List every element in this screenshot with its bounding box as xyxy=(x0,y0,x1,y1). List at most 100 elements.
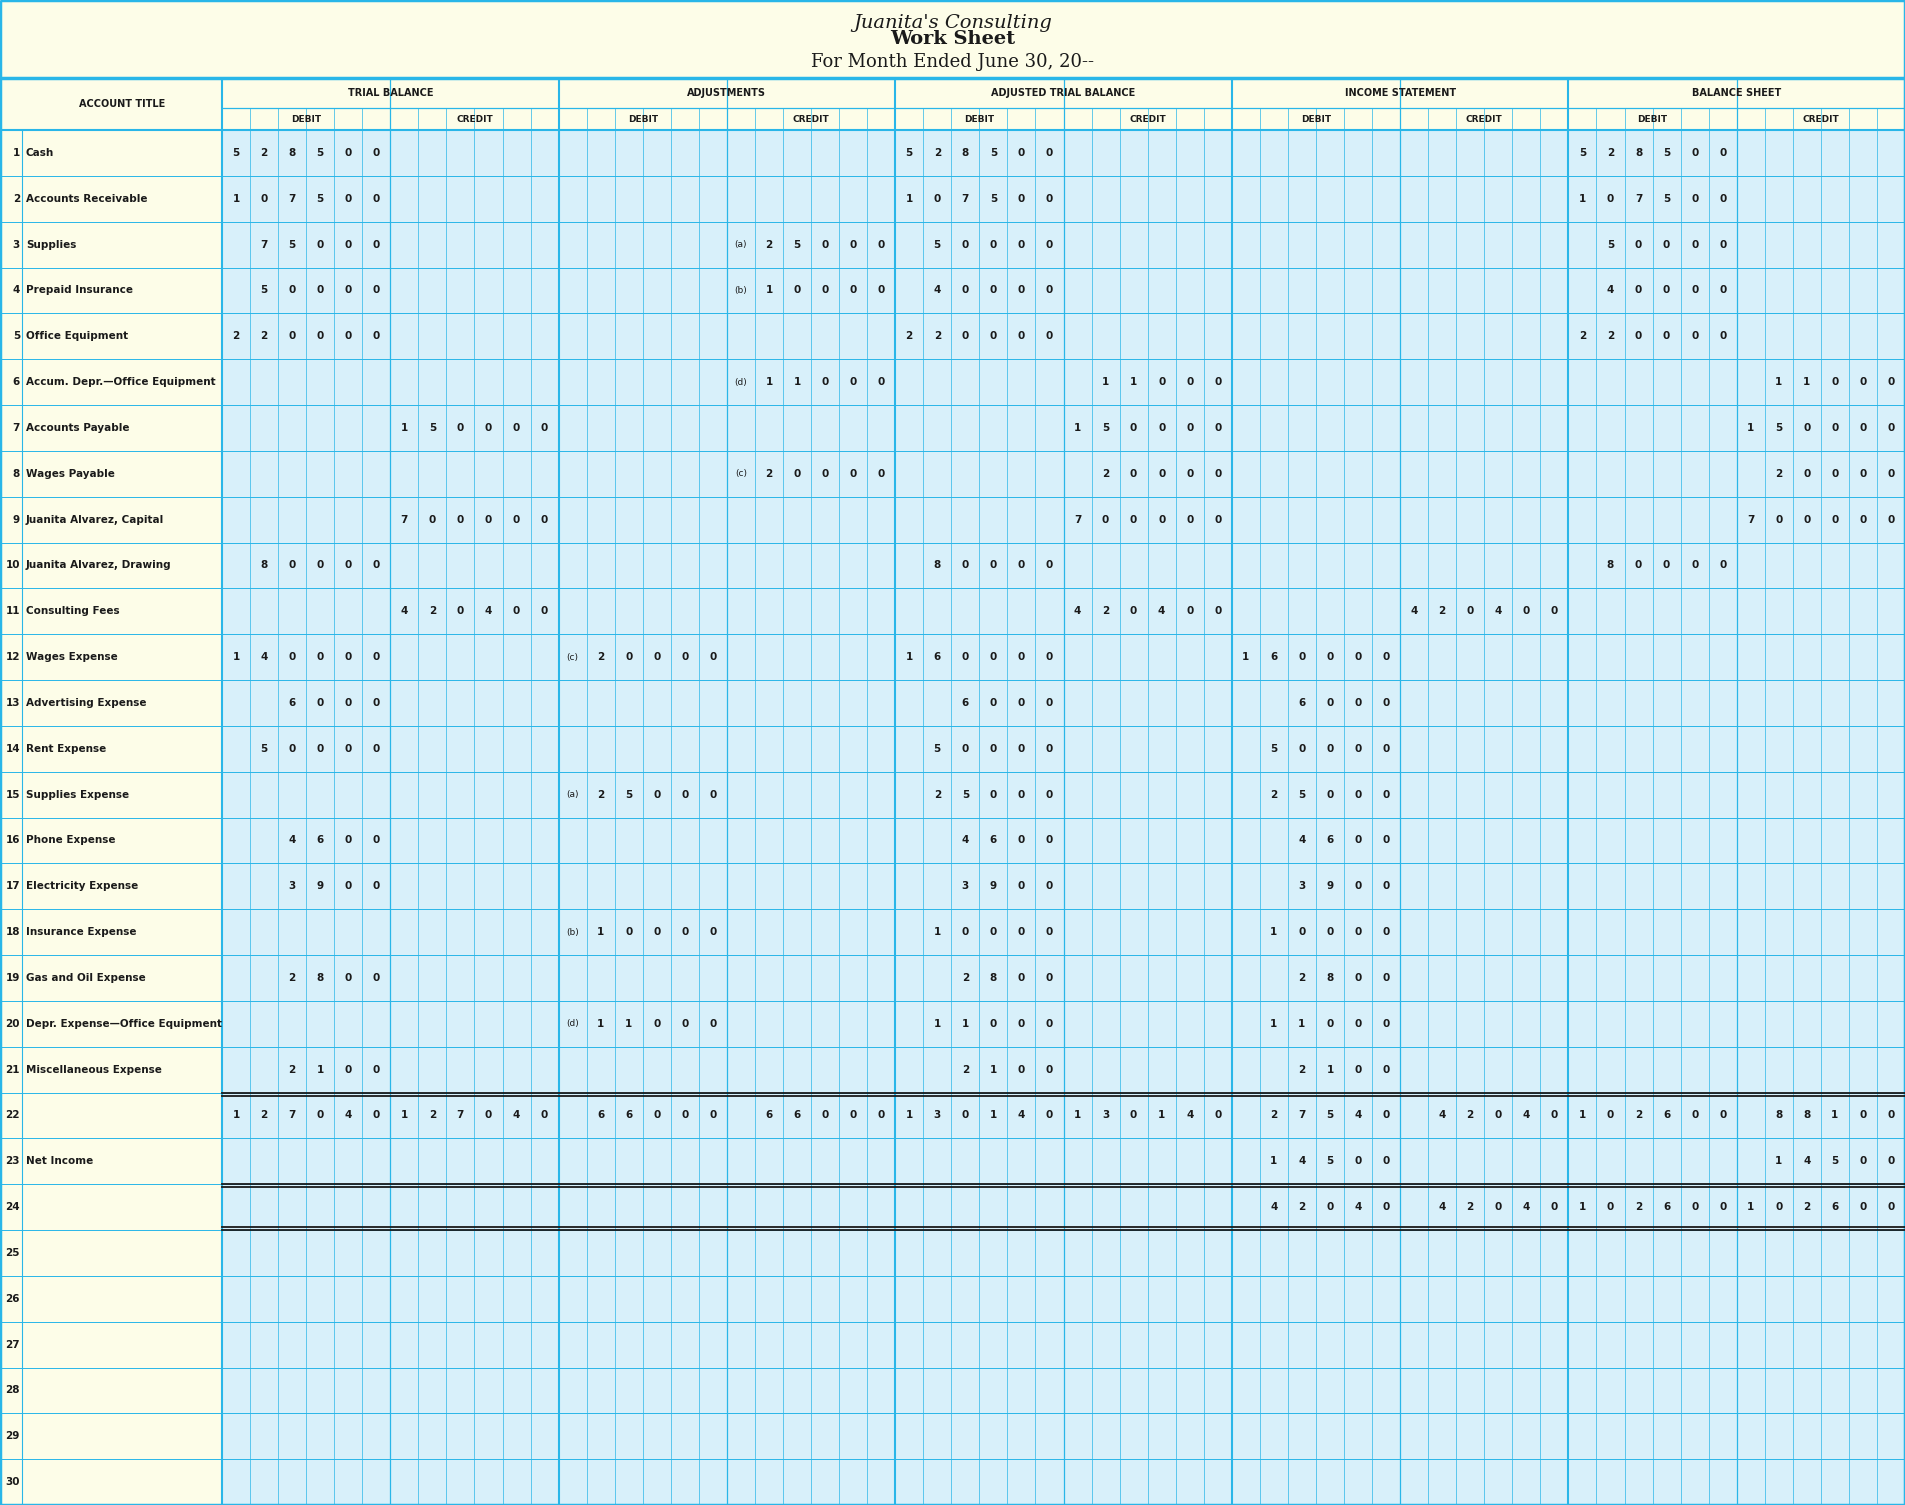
Text: 0: 0 xyxy=(962,560,970,570)
Text: 6: 6 xyxy=(962,698,970,707)
Text: 0: 0 xyxy=(1046,743,1053,754)
Text: 0: 0 xyxy=(1606,1202,1614,1212)
Bar xyxy=(0,1321,223,1368)
Text: 0: 0 xyxy=(709,1019,716,1029)
Text: 0: 0 xyxy=(1046,1064,1053,1075)
Text: 0: 0 xyxy=(1299,927,1305,938)
Text: 0: 0 xyxy=(316,331,324,342)
Text: 1: 1 xyxy=(933,1019,941,1029)
Text: 5: 5 xyxy=(1326,1156,1334,1166)
Text: 0: 0 xyxy=(1354,1064,1362,1075)
Text: 8: 8 xyxy=(1634,147,1642,158)
Bar xyxy=(223,1413,1905,1460)
Text: 0: 0 xyxy=(541,515,549,525)
Text: 2: 2 xyxy=(1467,1202,1474,1212)
Text: 1: 1 xyxy=(625,1019,632,1029)
Text: 4: 4 xyxy=(1495,607,1501,616)
Text: CREDIT: CREDIT xyxy=(792,114,829,123)
Text: 0: 0 xyxy=(1187,378,1193,387)
Bar xyxy=(0,78,1905,129)
Text: 4: 4 xyxy=(1074,607,1082,616)
Text: 7: 7 xyxy=(261,239,269,250)
Text: 0: 0 xyxy=(316,560,324,570)
Text: 1: 1 xyxy=(1326,1064,1334,1075)
Text: 9: 9 xyxy=(991,882,996,891)
Text: 3: 3 xyxy=(288,882,295,891)
Text: 0: 0 xyxy=(1831,378,1838,387)
Text: CREDIT: CREDIT xyxy=(1465,114,1503,123)
Text: 4: 4 xyxy=(1297,1156,1305,1166)
Bar xyxy=(223,405,1905,452)
Text: 2: 2 xyxy=(1606,331,1614,342)
Text: 0: 0 xyxy=(1046,286,1053,295)
Text: 0: 0 xyxy=(541,1111,549,1120)
Text: 0: 0 xyxy=(1187,607,1193,616)
Text: 4: 4 xyxy=(400,607,408,616)
Text: 0: 0 xyxy=(512,423,520,433)
Text: 6: 6 xyxy=(596,1111,604,1120)
Text: 0: 0 xyxy=(1467,607,1474,616)
Text: 0: 0 xyxy=(653,790,661,799)
Bar xyxy=(0,1368,223,1413)
Text: 14: 14 xyxy=(6,743,19,754)
Text: 0: 0 xyxy=(1213,607,1221,616)
Text: 7: 7 xyxy=(400,515,408,525)
Text: 0: 0 xyxy=(1859,1156,1867,1166)
Text: 0: 0 xyxy=(512,515,520,525)
Text: 0: 0 xyxy=(850,468,857,479)
Text: 6: 6 xyxy=(792,1111,800,1120)
Text: 0: 0 xyxy=(850,378,857,387)
Bar xyxy=(223,1001,1905,1046)
Text: 0: 0 xyxy=(373,239,379,250)
Text: 0: 0 xyxy=(962,927,970,938)
Text: 5: 5 xyxy=(429,423,436,433)
Text: 0: 0 xyxy=(991,743,996,754)
Text: 1: 1 xyxy=(13,147,19,158)
Text: 0: 0 xyxy=(709,652,716,662)
Text: 3: 3 xyxy=(933,1111,941,1120)
Text: Miscellaneous Expense: Miscellaneous Expense xyxy=(27,1064,162,1075)
Text: 0: 0 xyxy=(1130,423,1137,433)
Bar xyxy=(223,909,1905,956)
Text: 0: 0 xyxy=(345,972,352,983)
Bar xyxy=(0,452,223,497)
Text: Wages Payable: Wages Payable xyxy=(27,468,114,479)
Text: 1: 1 xyxy=(1747,1202,1755,1212)
Text: 0: 0 xyxy=(316,239,324,250)
Text: (d): (d) xyxy=(735,378,747,387)
Text: Juanita Alvarez, Capital: Juanita Alvarez, Capital xyxy=(27,515,164,525)
Text: 2: 2 xyxy=(13,194,19,203)
Text: 1: 1 xyxy=(991,1111,996,1120)
Text: 1: 1 xyxy=(1804,378,1810,387)
Text: 0: 0 xyxy=(288,560,295,570)
Bar xyxy=(0,588,223,634)
Text: 1: 1 xyxy=(1158,1111,1166,1120)
Bar xyxy=(223,956,1905,1001)
Text: CREDIT: CREDIT xyxy=(1130,114,1166,123)
Text: 0: 0 xyxy=(1326,743,1334,754)
Text: DEBIT: DEBIT xyxy=(1301,114,1332,123)
Text: 0: 0 xyxy=(1046,147,1053,158)
Text: 5: 5 xyxy=(1101,423,1109,433)
Text: 2: 2 xyxy=(1634,1111,1642,1120)
Text: 1: 1 xyxy=(766,378,773,387)
Text: 0: 0 xyxy=(878,468,884,479)
Text: 0: 0 xyxy=(1130,515,1137,525)
Text: 6: 6 xyxy=(13,378,19,387)
Text: 0: 0 xyxy=(821,1111,829,1120)
Text: 0: 0 xyxy=(1383,1064,1391,1075)
Text: 19: 19 xyxy=(6,972,19,983)
Text: 0: 0 xyxy=(345,882,352,891)
Text: 6: 6 xyxy=(1299,698,1305,707)
Text: 1: 1 xyxy=(792,378,800,387)
Text: 2: 2 xyxy=(261,1111,269,1120)
Text: 16: 16 xyxy=(6,835,19,846)
Text: 4: 4 xyxy=(484,607,491,616)
Bar xyxy=(0,772,223,817)
Text: 2: 2 xyxy=(962,1064,970,1075)
Text: 0: 0 xyxy=(1663,239,1671,250)
Text: 5: 5 xyxy=(316,194,324,203)
Bar xyxy=(223,1184,1905,1230)
Text: 0: 0 xyxy=(1383,1202,1391,1212)
Text: 0: 0 xyxy=(821,378,829,387)
